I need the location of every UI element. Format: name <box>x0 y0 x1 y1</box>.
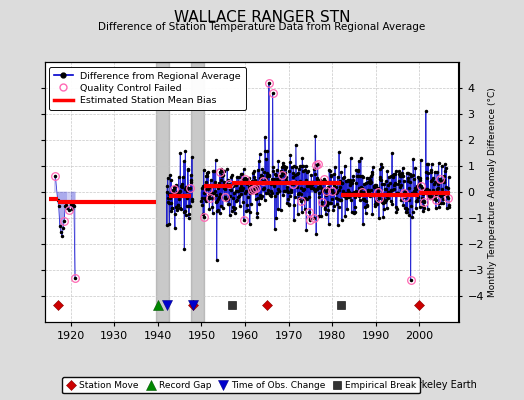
Legend: Station Move, Record Gap, Time of Obs. Change, Empirical Break: Station Move, Record Gap, Time of Obs. C… <box>62 377 420 394</box>
Text: Difference of Station Temperature Data from Regional Average: Difference of Station Temperature Data f… <box>99 22 425 32</box>
Text: WALLACE RANGER STN: WALLACE RANGER STN <box>174 10 350 25</box>
Legend: Difference from Regional Average, Quality Control Failed, Estimated Station Mean: Difference from Regional Average, Qualit… <box>49 67 246 110</box>
Text: Berkeley Earth: Berkeley Earth <box>405 380 477 390</box>
Bar <box>191 62 204 322</box>
Y-axis label: Monthly Temperature Anomaly Difference (°C): Monthly Temperature Anomaly Difference (… <box>488 87 497 297</box>
Bar <box>156 62 169 322</box>
